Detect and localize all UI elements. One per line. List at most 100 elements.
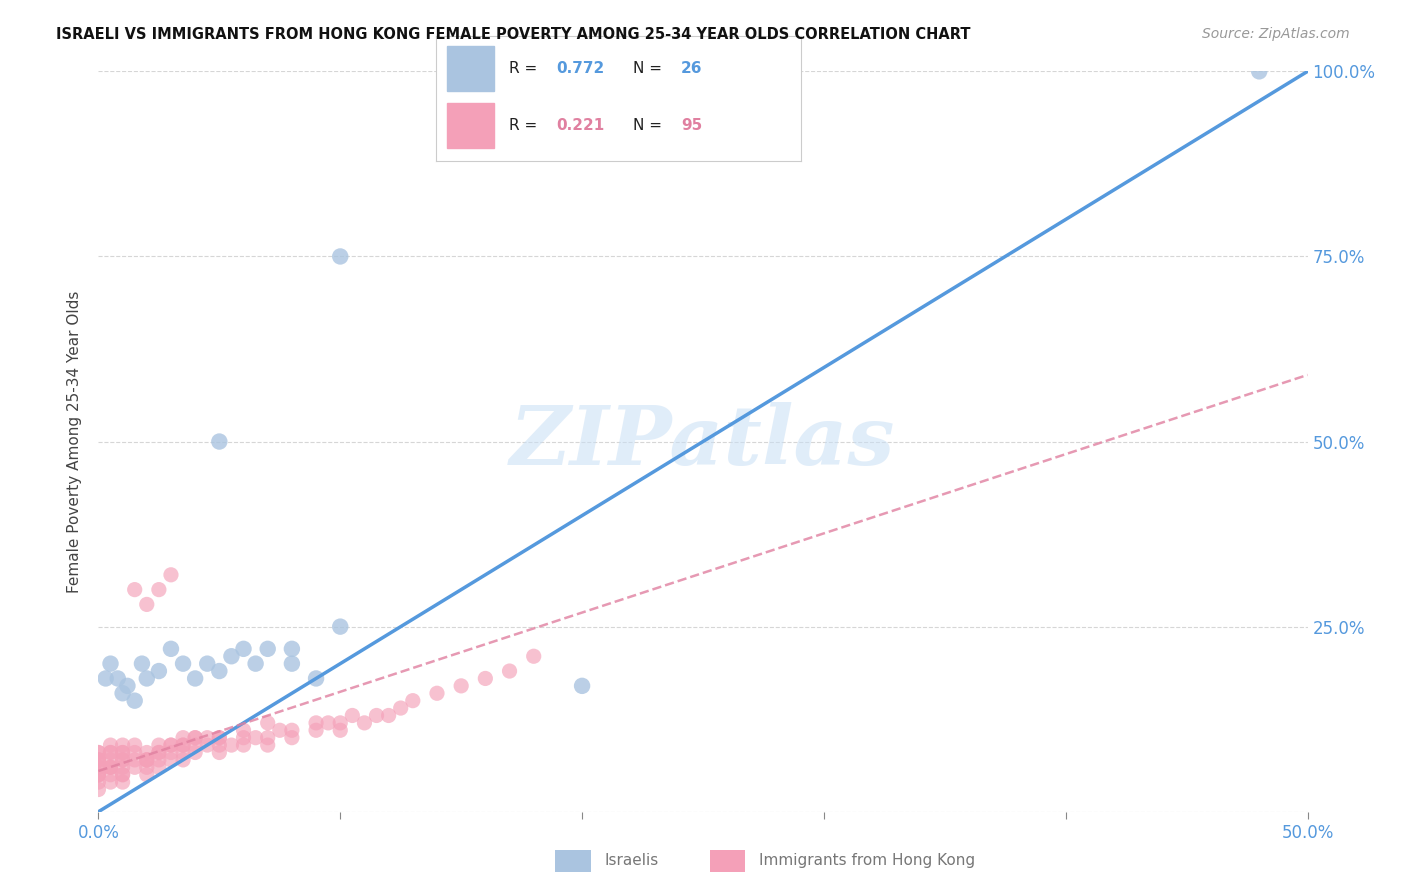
Point — [389, 701, 412, 715]
Point — [100, 775, 122, 789]
Point — [100, 746, 122, 760]
Point — [87, 753, 110, 767]
Point — [184, 731, 207, 745]
Point — [111, 738, 134, 752]
Point — [124, 694, 146, 708]
Point — [87, 767, 110, 781]
Point — [160, 746, 183, 760]
Point — [1249, 64, 1271, 78]
Point — [305, 672, 328, 686]
Point — [353, 715, 375, 730]
Point — [329, 619, 352, 633]
Point — [208, 434, 231, 449]
Point — [474, 672, 496, 686]
Point — [221, 738, 243, 752]
Point — [135, 767, 157, 781]
Point — [87, 767, 110, 781]
Y-axis label: Female Poverty Among 25-34 Year Olds: Female Poverty Among 25-34 Year Olds — [67, 291, 83, 592]
Point — [111, 746, 134, 760]
Point — [111, 760, 134, 774]
Point — [135, 746, 157, 760]
Point — [172, 657, 194, 671]
Point — [135, 753, 157, 767]
Point — [172, 738, 194, 752]
Point — [124, 753, 146, 767]
Point — [135, 598, 157, 612]
Point — [426, 686, 449, 700]
Point — [195, 738, 218, 752]
Point — [402, 694, 425, 708]
Point — [208, 731, 231, 745]
Point — [232, 723, 254, 738]
Text: N =: N = — [633, 118, 666, 133]
Point — [329, 723, 352, 738]
Point — [100, 657, 122, 671]
Point — [571, 679, 593, 693]
Point — [87, 760, 110, 774]
Text: ZIPatlas: ZIPatlas — [510, 401, 896, 482]
Point — [329, 715, 352, 730]
Point — [135, 753, 157, 767]
Point — [87, 753, 110, 767]
Point — [148, 760, 170, 774]
Point — [450, 679, 472, 693]
Text: N =: N = — [633, 61, 666, 76]
Text: ISRAELI VS IMMIGRANTS FROM HONG KONG FEMALE POVERTY AMONG 25-34 YEAR OLDS CORREL: ISRAELI VS IMMIGRANTS FROM HONG KONG FEM… — [56, 27, 970, 42]
Point — [523, 649, 546, 664]
Point — [87, 753, 110, 767]
Point — [87, 767, 110, 781]
Point — [87, 746, 110, 760]
Point — [148, 746, 170, 760]
Point — [94, 672, 117, 686]
Point — [135, 672, 157, 686]
Text: R =: R = — [509, 118, 543, 133]
Point — [111, 767, 134, 781]
Point — [111, 767, 134, 781]
Point — [160, 641, 183, 656]
Point — [124, 738, 146, 752]
Point — [100, 767, 122, 781]
Point — [281, 641, 304, 656]
Point — [316, 715, 339, 730]
Point — [184, 746, 207, 760]
Point — [172, 738, 194, 752]
Point — [135, 760, 157, 774]
Point — [148, 753, 170, 767]
Point — [160, 738, 183, 752]
Point — [87, 775, 110, 789]
Text: Immigrants from Hong Kong: Immigrants from Hong Kong — [759, 854, 976, 868]
Point — [281, 657, 304, 671]
Text: 26: 26 — [681, 61, 702, 76]
Point — [281, 731, 304, 745]
Point — [160, 567, 183, 582]
Point — [148, 664, 170, 678]
Point — [208, 738, 231, 752]
Point — [100, 738, 122, 752]
Point — [232, 738, 254, 752]
Text: 0.772: 0.772 — [557, 61, 605, 76]
Point — [160, 753, 183, 767]
Point — [135, 753, 157, 767]
Point — [305, 715, 328, 730]
Text: 95: 95 — [681, 118, 702, 133]
Point — [100, 760, 122, 774]
Point — [111, 746, 134, 760]
Point — [269, 723, 291, 738]
Point — [172, 746, 194, 760]
Point — [124, 746, 146, 760]
Point — [245, 731, 267, 745]
Point — [498, 664, 520, 678]
Point — [184, 731, 207, 745]
Text: 0.221: 0.221 — [557, 118, 605, 133]
Point — [107, 672, 129, 686]
Point — [111, 686, 134, 700]
Point — [342, 708, 364, 723]
Text: Israelis: Israelis — [605, 854, 659, 868]
Point — [100, 760, 122, 774]
Point — [377, 708, 399, 723]
Point — [148, 582, 170, 597]
Point — [221, 649, 243, 664]
Point — [172, 753, 194, 767]
Point — [100, 753, 122, 767]
Point — [111, 753, 134, 767]
